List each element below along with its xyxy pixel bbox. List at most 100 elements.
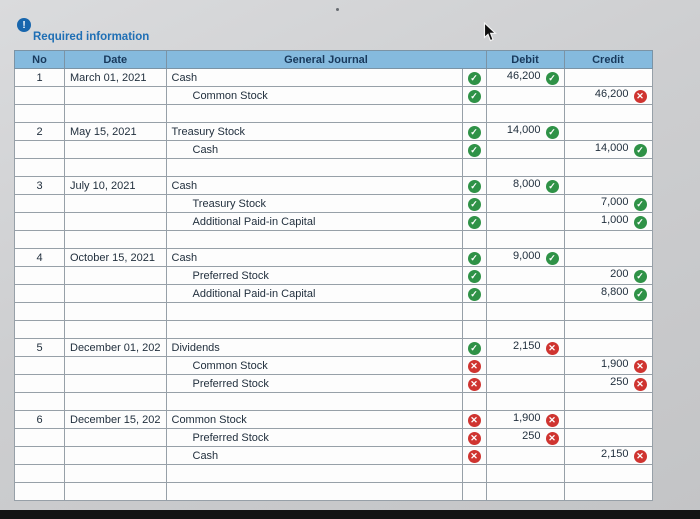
correct-check-icon: ✓ (633, 198, 647, 211)
journal-row: 4 October 15, 2021 Cash ✓ 9,000 ✓ (14, 248, 653, 267)
row-status-cell (461, 464, 487, 483)
correct-check-icon: ✓ (467, 90, 481, 103)
journal-row: 1 March 01, 2021 Cash ✓ 46,200 ✓ (14, 68, 653, 87)
header-no: No (14, 50, 65, 69)
date-cell (64, 266, 167, 285)
journal-row-empty (14, 230, 653, 249)
debit-cell (485, 230, 565, 249)
account-cell: Cash (165, 176, 463, 195)
row-status-cell: ✓ (461, 176, 487, 195)
row-status-cell: ✓ (461, 122, 487, 141)
credit-cell (563, 320, 653, 339)
account-cell: Additional Paid-in Capital (165, 284, 463, 303)
row-status-cell: ✕ (461, 374, 487, 393)
account-cell: Dividends (165, 338, 463, 357)
credit-cell (563, 428, 653, 447)
debit-cell (485, 464, 565, 483)
info-icon: ! (17, 18, 31, 32)
credit-cell (563, 482, 653, 501)
no-cell (14, 212, 65, 231)
debit-cell: 14,000 ✓ (485, 122, 565, 141)
account-cell (165, 230, 463, 249)
credit-cell (563, 302, 653, 321)
credit-cell (563, 338, 653, 357)
row-status-cell: ✕ (461, 356, 487, 375)
date-cell: July 10, 2021 (64, 176, 167, 195)
no-cell (14, 374, 65, 393)
correct-check-icon: ✓ (467, 72, 481, 85)
row-status-cell (461, 302, 487, 321)
no-cell (14, 428, 65, 447)
journal-row: Treasury Stock ✓ 7,000 ✓ (14, 194, 653, 213)
row-status-cell (461, 230, 487, 249)
credit-cell (563, 104, 653, 123)
journal-row: Additional Paid-in Capital ✓ 8,800 ✓ (14, 284, 653, 303)
no-cell: 6 (14, 410, 65, 429)
date-cell: October 15, 2021 (64, 248, 167, 267)
date-cell (64, 86, 167, 105)
debit-cell (485, 446, 565, 465)
incorrect-x-icon: ✕ (545, 342, 559, 355)
correct-check-icon: ✓ (467, 252, 481, 265)
row-status-cell: ✓ (461, 86, 487, 105)
journal-header-row: No Date General Journal Debit Credit (14, 50, 653, 69)
incorrect-x-icon: ✕ (545, 432, 559, 445)
account-cell (165, 320, 463, 339)
row-status-cell: ✕ (461, 428, 487, 447)
journal-row-empty (14, 464, 653, 483)
account-cell: Cash (165, 140, 463, 159)
debit-cell: 2,150 ✕ (485, 338, 565, 357)
date-cell (64, 428, 167, 447)
no-cell: 2 (14, 122, 65, 141)
journal-row: Preferred Stock ✕ 250 ✕ (14, 374, 653, 393)
credit-cell: 14,000 ✓ (563, 140, 653, 159)
header-date: Date (64, 50, 167, 69)
correct-check-icon: ✓ (545, 72, 559, 85)
no-cell (14, 356, 65, 375)
no-cell: 1 (14, 68, 65, 87)
debit-cell (485, 86, 565, 105)
debit-cell (485, 320, 565, 339)
row-status-cell (461, 158, 487, 177)
account-cell (165, 482, 463, 501)
date-cell (64, 230, 167, 249)
journal-row: Cash ✓ 14,000 ✓ (14, 140, 653, 159)
no-cell (14, 302, 65, 321)
header-credit: Credit (563, 50, 653, 69)
credit-cell: 200 ✓ (563, 266, 653, 285)
debit-cell: 250 ✕ (485, 428, 565, 447)
correct-check-icon: ✓ (545, 180, 559, 193)
row-status-cell: ✕ (461, 410, 487, 429)
debit-cell: 8,000 ✓ (485, 176, 565, 195)
credit-cell: 250 ✕ (563, 374, 653, 393)
date-cell (64, 356, 167, 375)
date-cell (64, 104, 167, 123)
debit-cell: 1,900 ✕ (485, 410, 565, 429)
row-status-cell: ✕ (461, 446, 487, 465)
debit-cell (485, 194, 565, 213)
date-cell (64, 482, 167, 501)
account-cell: Preferred Stock (165, 266, 463, 285)
no-cell (14, 158, 65, 177)
row-status-cell: ✓ (461, 194, 487, 213)
correct-check-icon: ✓ (467, 288, 481, 301)
no-cell (14, 140, 65, 159)
credit-cell (563, 464, 653, 483)
credit-cell: 1,900 ✕ (563, 356, 653, 375)
no-cell: 3 (14, 176, 65, 195)
incorrect-x-icon: ✕ (467, 378, 481, 391)
journal-row-empty (14, 482, 653, 501)
journal-row-empty (14, 302, 653, 321)
correct-check-icon: ✓ (467, 126, 481, 139)
credit-cell (563, 68, 653, 87)
correct-check-icon: ✓ (467, 270, 481, 283)
credit-cell: 1,000 ✓ (563, 212, 653, 231)
date-cell (64, 212, 167, 231)
row-status-cell: ✓ (461, 266, 487, 285)
journal-row: 5 December 01, 202 Dividends ✓ 2,150 ✕ (14, 338, 653, 357)
credit-cell (563, 176, 653, 195)
journal-row-empty (14, 104, 653, 123)
general-journal-table: No Date General Journal Debit Credit 1 Ma… (14, 50, 653, 501)
debit-cell (485, 302, 565, 321)
account-cell: Cash (165, 446, 463, 465)
